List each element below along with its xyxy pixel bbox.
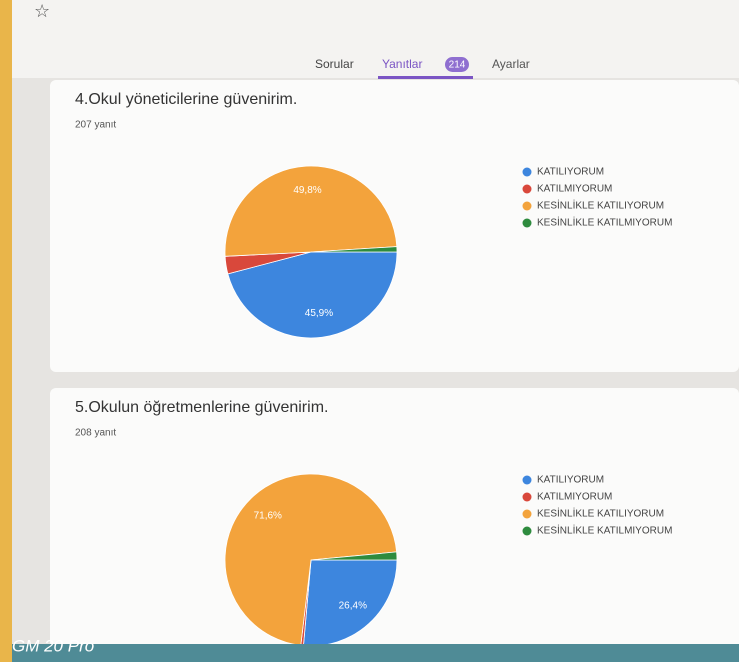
legend-swatch	[523, 219, 532, 228]
legend-swatch	[523, 185, 532, 194]
page: ☆ Sorular Yanıtlar 214 Ayarlar 4.Okul yö…	[0, 0, 739, 662]
screen: ☆ Sorular Yanıtlar 214 Ayarlar 4.Okul yö…	[0, 0, 739, 662]
legend-swatch	[523, 202, 532, 211]
legend-label: KESİNLİKLE KATILMIYORUM	[537, 524, 672, 537]
badge-count: 214	[449, 60, 466, 71]
bottom-bar	[12, 644, 739, 662]
slice-label: 45,9%	[305, 308, 333, 319]
legend-label: KATILIYORUM	[537, 167, 604, 178]
legend-label: KATILIYORUM	[537, 475, 604, 486]
chart-title: 4.Okul yöneticilerine güvenirim.	[75, 91, 297, 108]
tab-indicator	[378, 76, 473, 79]
legend-label: KATILMIYORUM	[537, 492, 612, 503]
chart-subtitle: 207 yanıt	[75, 120, 116, 131]
slice-label: 49,8%	[293, 185, 321, 196]
watermark: GM 20 Pro	[12, 636, 94, 655]
chart-subtitle: 208 yanıt	[75, 428, 116, 439]
legend-label: KESİNLİKLE KATILIYORUM	[537, 507, 664, 520]
legend-swatch	[523, 168, 532, 177]
slice-label: 26,4%	[339, 600, 367, 611]
star-icon[interactable]: ☆	[34, 1, 50, 21]
legend-swatch	[523, 527, 532, 536]
top-bar	[12, 0, 739, 78]
legend-label: KATILMIYORUM	[537, 184, 612, 195]
tab[interactable]: Ayarlar	[492, 57, 530, 71]
legend-label: KESİNLİKLE KATILIYORUM	[537, 199, 664, 212]
legend-swatch	[523, 493, 532, 502]
slice-label: 71,6%	[254, 510, 282, 521]
chart-title: 5.Okulun öğretmenlerine güvenirim.	[75, 399, 328, 416]
tab[interactable]: Yanıtlar	[382, 57, 422, 71]
legend-swatch	[523, 510, 532, 519]
legend-label: KESİNLİKLE KATILMIYORUM	[537, 216, 672, 229]
frame-edge	[0, 0, 12, 662]
tab[interactable]: Sorular	[315, 57, 354, 71]
legend-swatch	[523, 476, 532, 485]
